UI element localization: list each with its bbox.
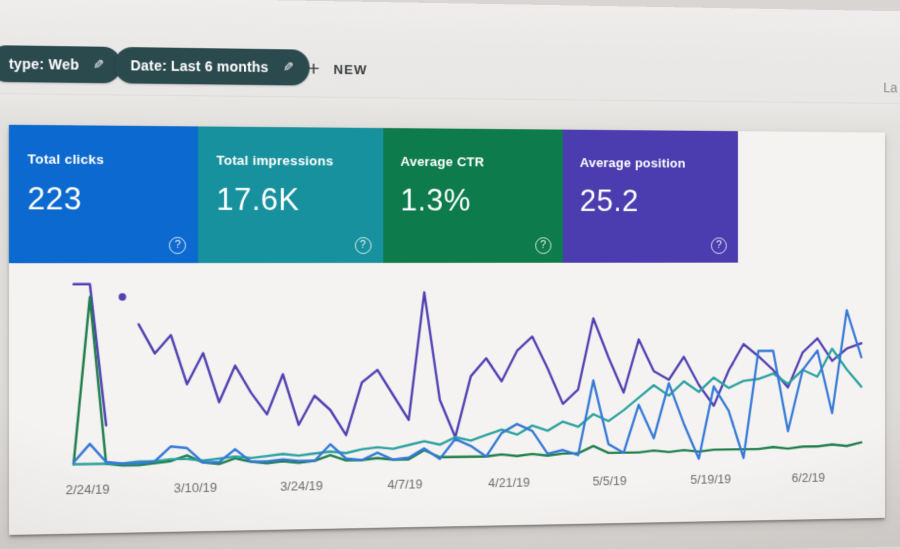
metric-value: 223 [27, 180, 82, 217]
series-line-average-position [139, 291, 862, 441]
performance-chart[interactable] [74, 279, 862, 471]
filter-chip-search-type-label: type: Web [8, 55, 80, 73]
performance-chart-area [74, 279, 862, 471]
new-filter-button-label: NEW [333, 61, 368, 77]
x-tick-label: 6/2/19 [791, 470, 826, 486]
x-tick-label: 5/5/19 [592, 473, 627, 489]
plus-icon: + [307, 57, 320, 81]
new-filter-button[interactable]: + NEW [308, 56, 368, 83]
metric-label: Average position [579, 155, 686, 171]
metric-card-total-clicks[interactable]: Total clicks 223 ? [8, 124, 199, 264]
metric-value: 25.2 [579, 183, 639, 218]
x-tick-label: 4/21/19 [488, 474, 530, 491]
pencil-icon[interactable]: ✎ [93, 56, 105, 73]
metric-label: Total impressions [216, 152, 334, 169]
metric-tiles-row: Total clicks 223 ? Total impressions 17.… [8, 124, 738, 264]
performance-card: Total clicks 223 ? Total impressions 17.… [8, 124, 886, 535]
metric-card-average-ctr[interactable]: Average CTR 1.3% ? [382, 128, 563, 263]
metric-label: Average CTR [400, 153, 485, 170]
metric-card-total-impressions[interactable]: Total impressions 17.6K ? [198, 126, 383, 264]
metric-value: 17.6K [216, 181, 300, 218]
x-axis-labels: 2/24/19 3/10/19 3/24/19 4/7/19 4/21/19 5/5/19… [66, 469, 862, 504]
filter-chip-date-range[interactable]: Date: Last 6 months ✎ [114, 46, 310, 86]
isolated-data-point [118, 293, 127, 301]
filter-chip-date-range-label: Date: Last 6 months [130, 57, 269, 76]
x-tick-label: 5/19/19 [690, 471, 731, 487]
x-tick-label: 3/24/19 [280, 478, 323, 494]
help-icon[interactable]: ? [169, 236, 187, 255]
filter-toolbar: type: Web ✎ Date: Last 6 months ✎ + NEW … [0, 0, 900, 104]
x-tick-label: 4/7/19 [387, 476, 423, 492]
metric-label: Total clicks [27, 151, 105, 168]
clipped-right-text: La [883, 79, 898, 96]
filter-chip-search-type[interactable]: type: Web ✎ [0, 45, 121, 84]
help-icon[interactable]: ? [534, 237, 552, 254]
series-line-total-impressions [74, 348, 862, 464]
metric-card-average-position[interactable]: Average position 25.2 ? [562, 129, 738, 263]
x-tick-label: 3/10/19 [173, 479, 218, 496]
x-tick-label: 2/24/19 [65, 481, 110, 498]
help-icon[interactable]: ? [710, 237, 727, 254]
metric-value: 1.3% [400, 182, 471, 218]
pencil-icon[interactable]: ✎ [282, 59, 294, 75]
help-icon[interactable]: ? [354, 237, 372, 254]
